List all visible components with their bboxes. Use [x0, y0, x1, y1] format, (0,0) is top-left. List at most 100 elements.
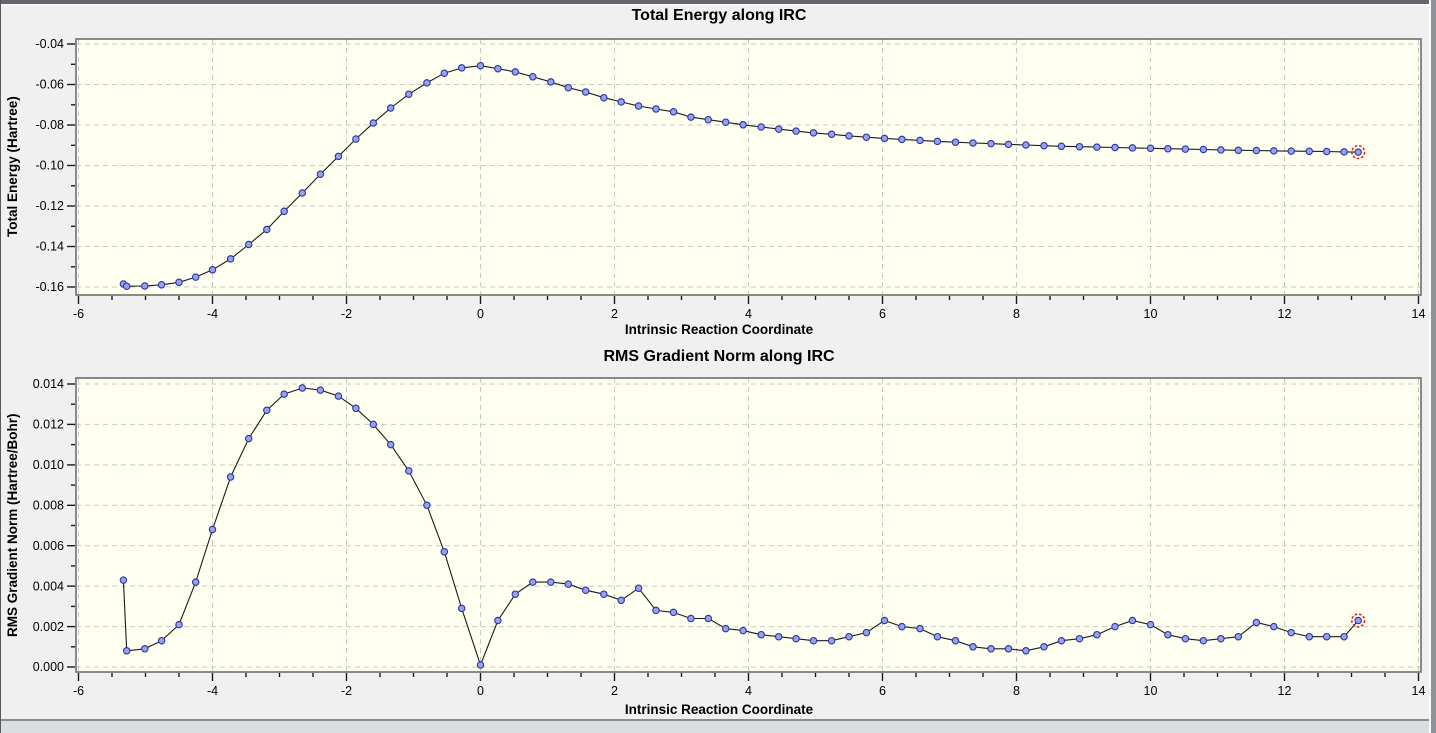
data-point-marker[interactable]: [1199, 145, 1208, 154]
data-point-marker[interactable]: [369, 119, 378, 127]
data-point-marker[interactable]: [511, 590, 520, 598]
data-point-marker[interactable]: [423, 79, 431, 87]
data-point-marker[interactable]: [704, 614, 713, 623]
data-point-marker[interactable]: [122, 647, 131, 655]
data-point-marker[interactable]: [581, 586, 590, 594]
data-point-marker[interactable]: [1217, 146, 1225, 154]
data-point-marker[interactable]: [1305, 147, 1314, 156]
data-point-marker[interactable]: [1128, 144, 1137, 152]
data-point-marker[interactable]: [757, 630, 765, 639]
data-point-marker[interactable]: [951, 636, 960, 645]
data-point-marker[interactable]: [774, 632, 783, 641]
data-point-marker[interactable]: [1322, 147, 1331, 156]
data-point-marker[interactable]: [122, 282, 131, 290]
data-point-marker[interactable]: [175, 278, 183, 287]
data-point-marker[interactable]: [880, 616, 889, 625]
data-point-marker[interactable]: [1252, 146, 1261, 155]
data-point-marker[interactable]: [191, 273, 200, 281]
data-point-marker[interactable]: [1234, 146, 1243, 155]
data-point-marker[interactable]: [1287, 628, 1295, 637]
data-point-marker[interactable]: [457, 604, 466, 613]
data-point-marker[interactable]: [1128, 616, 1137, 625]
data-point-marker[interactable]: [634, 102, 643, 110]
data-point-marker[interactable]: [440, 69, 449, 77]
data-point-marker[interactable]: [1111, 143, 1119, 152]
data-point-marker[interactable]: [208, 525, 217, 534]
data-point-marker[interactable]: [1093, 143, 1101, 151]
data-point-marker[interactable]: [1217, 634, 1225, 643]
data-point-marker[interactable]: [1354, 148, 1362, 156]
data-point-marker[interactable]: [1093, 630, 1101, 639]
data-point-marker[interactable]: [511, 68, 520, 76]
data-point-marker[interactable]: [369, 420, 378, 429]
data-point-marker[interactable]: [157, 636, 166, 645]
data-point-marker[interactable]: [208, 266, 217, 274]
energy-chart[interactable]: -6 -4 -2 0 2 4 6 8 10 12 14 -0.04 -0.06 -0.08 -0.10 -0.…: [1, 0, 1436, 345]
data-point-marker[interactable]: [352, 135, 360, 143]
data-point-marker[interactable]: [617, 596, 625, 605]
data-point-marker[interactable]: [845, 132, 853, 140]
data-point-marker[interactable]: [1181, 634, 1190, 643]
data-point-marker[interactable]: [352, 404, 360, 413]
data-point-marker[interactable]: [405, 467, 413, 475]
data-point-marker[interactable]: [494, 616, 502, 625]
data-point-marker[interactable]: [634, 584, 643, 592]
data-point-marker[interactable]: [1075, 142, 1084, 151]
data-point-marker[interactable]: [916, 624, 924, 633]
data-point-marker[interactable]: [298, 189, 307, 197]
data-point-marker[interactable]: [1252, 618, 1261, 627]
data-point-marker[interactable]: [600, 93, 608, 102]
data-point-marker[interactable]: [862, 133, 871, 141]
data-point-marker[interactable]: [933, 137, 942, 146]
data-point-marker[interactable]: [423, 501, 431, 510]
data-point-marker[interactable]: [1111, 622, 1119, 631]
data-point-marker[interactable]: [687, 113, 695, 121]
data-point-marker[interactable]: [600, 590, 608, 598]
data-point-marker[interactable]: [1234, 632, 1243, 641]
data-point-marker[interactable]: [494, 64, 502, 73]
data-point-marker[interactable]: [739, 626, 747, 635]
data-point-marker[interactable]: [1146, 620, 1155, 629]
data-point-marker[interactable]: [809, 636, 818, 645]
data-point-marker[interactable]: [440, 548, 449, 556]
data-point-marker[interactable]: [1199, 636, 1208, 645]
data-point-marker[interactable]: [280, 207, 288, 216]
data-point-marker[interactable]: [1057, 142, 1066, 151]
data-point-marker[interactable]: [969, 643, 977, 651]
data-point-marker[interactable]: [1075, 634, 1084, 643]
data-point-marker[interactable]: [774, 125, 783, 133]
data-point-marker[interactable]: [1040, 643, 1048, 651]
data-point-marker[interactable]: [739, 121, 747, 129]
data-point-marker[interactable]: [898, 135, 906, 144]
data-point-marker[interactable]: [704, 115, 713, 124]
data-point-marker[interactable]: [316, 386, 325, 394]
data-point-marker[interactable]: [263, 225, 271, 234]
data-point-marker[interactable]: [721, 624, 730, 633]
data-point-marker[interactable]: [1181, 145, 1190, 153]
data-point-marker[interactable]: [1340, 148, 1348, 156]
data-point-marker[interactable]: [141, 282, 149, 290]
data-point-marker[interactable]: [1340, 632, 1348, 641]
data-point-marker[interactable]: [933, 632, 942, 641]
gradient-chart[interactable]: -6 -4 -2 0 2 4 6 8 10 12 14 0.000 0.002 0.004 0.006 0.0…: [1, 345, 1436, 703]
data-point-marker[interactable]: [298, 384, 307, 392]
data-point-marker[interactable]: [916, 136, 924, 145]
data-point-marker[interactable]: [669, 108, 678, 116]
data-point-marker[interactable]: [1146, 144, 1155, 153]
data-point-marker[interactable]: [1270, 147, 1278, 155]
data-point-marker[interactable]: [827, 636, 836, 645]
data-point-marker[interactable]: [969, 139, 977, 147]
data-point-marker[interactable]: [547, 78, 555, 86]
data-point-marker[interactable]: [1004, 140, 1013, 149]
data-point-marker[interactable]: [141, 645, 149, 653]
data-point-marker[interactable]: [757, 123, 765, 131]
data-point-marker[interactable]: [263, 406, 271, 415]
data-point-marker[interactable]: [226, 473, 235, 481]
data-point-marker[interactable]: [476, 661, 485, 669]
data-point-marker[interactable]: [405, 90, 413, 98]
data-point-marker[interactable]: [1022, 647, 1030, 655]
data-point-marker[interactable]: [581, 88, 590, 96]
data-point-marker[interactable]: [617, 98, 625, 106]
data-point-marker[interactable]: [987, 139, 995, 148]
data-point-marker[interactable]: [547, 578, 555, 586]
